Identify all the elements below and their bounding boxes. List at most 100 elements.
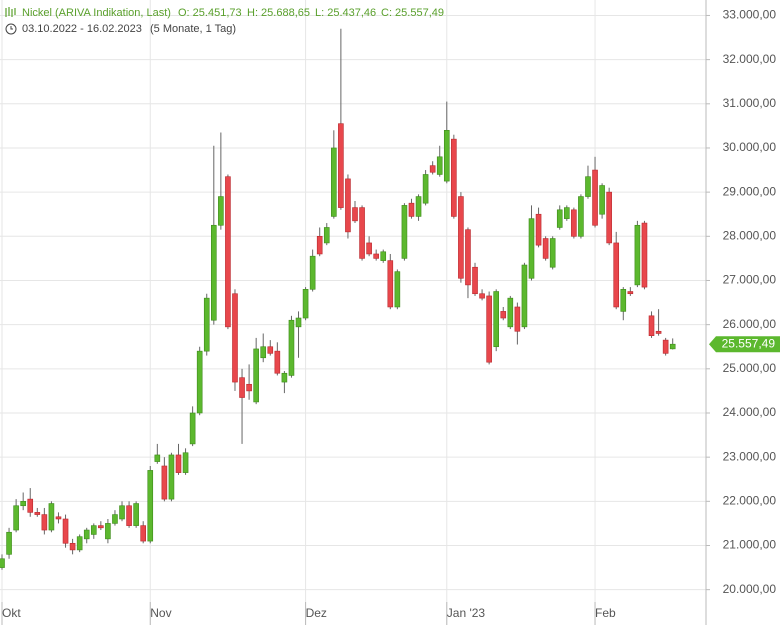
y-tick-label: 24.000,00 (723, 405, 777, 419)
candle-body (443, 130, 450, 182)
y-tick-label: 30.000,00 (723, 140, 777, 154)
candle-body (578, 196, 584, 237)
candle-body (486, 295, 492, 363)
candle-body (507, 297, 514, 328)
y-tick-label: 26.000,00 (723, 317, 777, 331)
candle-body (408, 202, 415, 217)
candle-body (218, 196, 224, 226)
candle-body (196, 350, 203, 414)
candle-body (627, 291, 634, 295)
candle-body (521, 264, 528, 328)
y-tick-label: 22.000,00 (723, 493, 777, 507)
candle-body (203, 297, 210, 352)
candle-body (55, 516, 62, 520)
candle-body (563, 207, 570, 219)
candle-body (542, 238, 549, 259)
candle-body (98, 525, 104, 529)
clock-hands (10, 26, 13, 30)
y-tick-label: 27.000,00 (723, 273, 777, 287)
candle-body (528, 218, 535, 279)
candle-body (133, 503, 139, 526)
candle-body (309, 255, 316, 290)
candle-body (648, 315, 655, 336)
y-tick-label: 20.000,00 (723, 582, 777, 596)
candle-body (69, 542, 76, 551)
candle-body (260, 346, 267, 359)
x-tick-label: Dez (306, 606, 327, 620)
candle-body (267, 346, 274, 354)
candle-body (387, 260, 394, 308)
candle-body (429, 165, 436, 173)
candle-body (182, 452, 189, 473)
candle-body (415, 196, 422, 217)
last-price-tag (709, 336, 780, 353)
candle-body (302, 289, 309, 319)
candle-body (154, 454, 161, 462)
candle-body (76, 536, 83, 551)
candle-body (90, 525, 97, 535)
candle-body (669, 343, 676, 350)
candle-body (662, 339, 669, 354)
x-tick-label: Feb (595, 606, 616, 620)
candle-body (380, 251, 387, 261)
candle-body (105, 523, 111, 540)
candle-body (458, 196, 464, 279)
candle-body (634, 224, 641, 286)
header-title: Nickel (ARIVA Indikation, Last) (22, 7, 171, 19)
candle-body (620, 289, 627, 312)
candle-body (34, 512, 41, 515)
candle-body (655, 330, 662, 334)
candle-body (20, 501, 26, 507)
candle-body (274, 350, 281, 374)
candle-body (0, 558, 5, 568)
candle-body (549, 238, 556, 268)
candle-body (112, 514, 118, 524)
candle-body (147, 470, 154, 542)
candle-body (331, 147, 337, 217)
candle-body (479, 293, 485, 299)
candle-body (6, 531, 12, 555)
candle-body (571, 209, 577, 237)
clock-icon (5, 23, 17, 35)
candle-body (422, 174, 429, 204)
header-high: H: 25.688,65 (247, 7, 310, 19)
candle-body (345, 178, 351, 233)
candle-body (253, 348, 259, 403)
candle-body (500, 311, 507, 319)
y-tick-label: 23.000,00 (723, 449, 777, 463)
y-tick-label: 21.000,00 (723, 538, 777, 552)
candles (0, 28, 676, 570)
candle-body (599, 185, 605, 215)
candle-body (232, 293, 238, 383)
x-tick-label: Jan '23 (447, 606, 486, 620)
candle-body (472, 266, 478, 295)
candle-body (585, 176, 591, 197)
candle-body (592, 169, 598, 226)
candle-body (225, 176, 231, 328)
header-open: O: 25.451,73 (178, 7, 242, 19)
y-tick-label: 31.000,00 (723, 96, 777, 110)
candle-body (352, 207, 358, 222)
x-tick-label: Nov (150, 606, 171, 620)
candle-body (613, 242, 620, 308)
header-close: C: 25.557,49 (381, 7, 444, 19)
icon (5, 7, 16, 17)
candle-body (514, 306, 521, 332)
y-tick-label: 33.000,00 (723, 8, 777, 22)
candle-body (62, 518, 69, 544)
date-range: 03.10.2022 - 16.02.2023 (22, 23, 142, 35)
candle-body (175, 454, 182, 473)
candle-body (394, 271, 401, 308)
candle-body (41, 514, 48, 531)
candle-body (451, 138, 457, 217)
candle-body (189, 412, 196, 445)
candle-body (338, 123, 344, 208)
period: (5 Monate, 1 Tag) (150, 23, 236, 35)
candle-body (288, 319, 295, 376)
candle-body (493, 291, 500, 348)
candle-body (436, 156, 443, 175)
candle-body (13, 505, 19, 531)
y-tick-label: 32.000,00 (723, 52, 777, 66)
